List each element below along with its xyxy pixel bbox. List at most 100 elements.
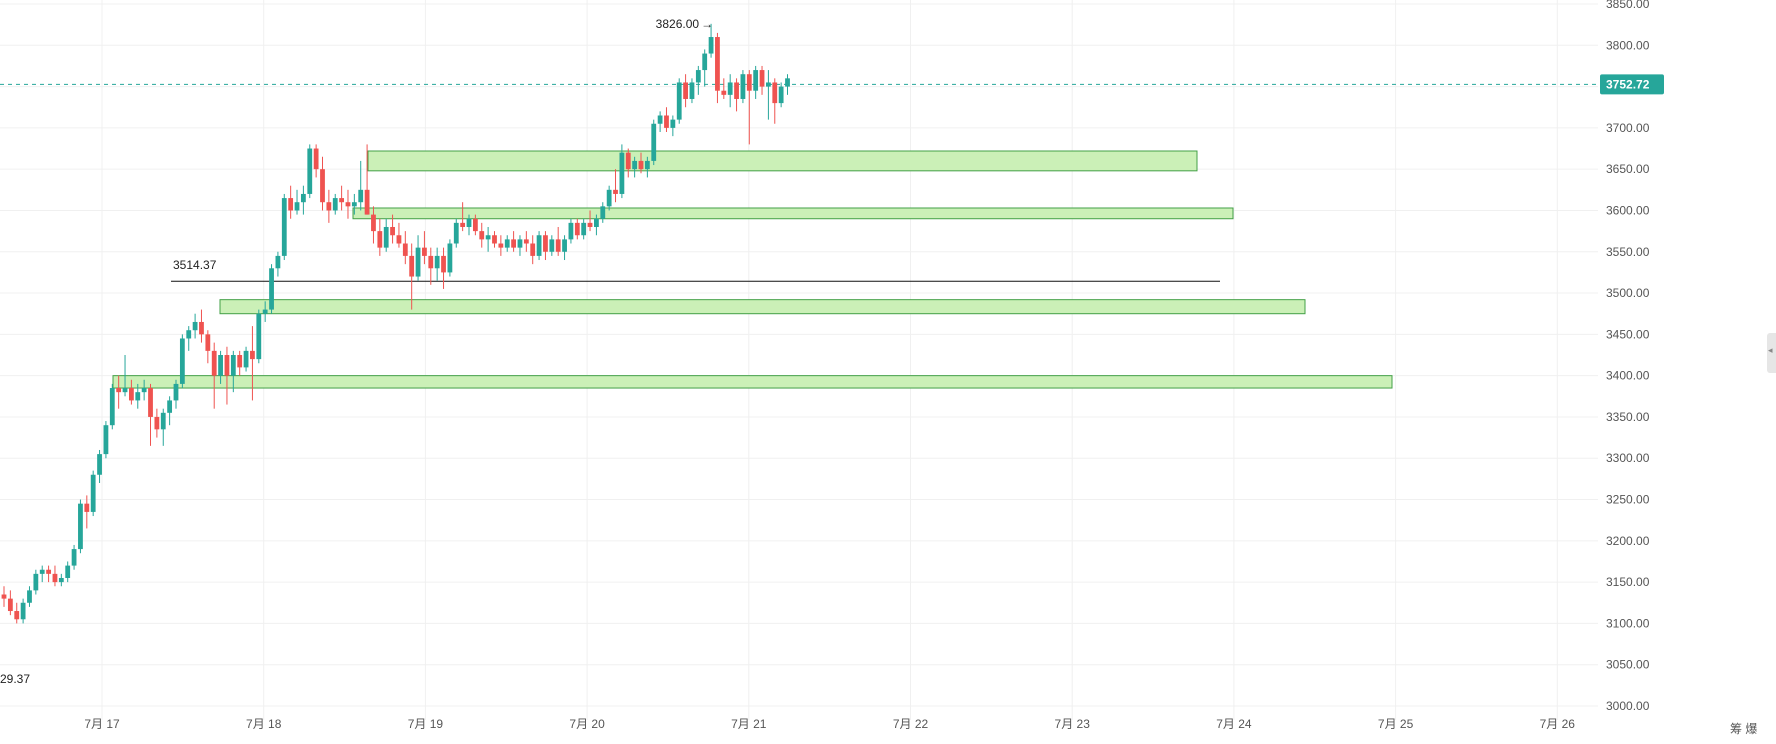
price-tick-label: 3000.00 bbox=[1606, 699, 1650, 713]
candle-body bbox=[778, 86, 784, 104]
time-axis[interactable]: 7月 17 7月 18 7月 19 7月 20 7月 21 7月 22 7月 23 7月 24… bbox=[84, 717, 1575, 731]
time-tick-label: 7月 17 bbox=[84, 717, 120, 731]
candle-body bbox=[536, 235, 542, 256]
candle bbox=[504, 235, 510, 252]
candle bbox=[33, 569, 39, 595]
candles bbox=[1, 23, 790, 624]
candle-body bbox=[574, 222, 580, 236]
candle bbox=[288, 185, 294, 219]
candle-body bbox=[122, 388, 128, 393]
price-tick-label: 3100.00 bbox=[1606, 616, 1650, 630]
candle bbox=[606, 185, 612, 211]
candle-body bbox=[689, 82, 695, 99]
candle-body bbox=[275, 255, 281, 269]
candle bbox=[689, 78, 695, 104]
candle bbox=[326, 189, 332, 223]
candle bbox=[52, 565, 58, 587]
price-axis[interactable]: 3850.003800.003750.003700.003650.003600.… bbox=[1606, 0, 1650, 713]
price-tick-label: 3500.00 bbox=[1606, 286, 1650, 300]
candle bbox=[294, 189, 300, 215]
last-price-tag-box bbox=[1600, 74, 1664, 95]
candle-body bbox=[428, 255, 434, 269]
candle-body bbox=[390, 226, 395, 236]
candle-body bbox=[205, 334, 211, 351]
candle bbox=[434, 247, 440, 281]
candle bbox=[778, 82, 784, 108]
candle-body bbox=[358, 189, 364, 203]
candle-body bbox=[517, 239, 523, 248]
candle bbox=[632, 156, 638, 178]
candle bbox=[351, 193, 357, 215]
candle-body bbox=[415, 247, 421, 277]
candle bbox=[574, 218, 580, 240]
candle-body bbox=[173, 383, 179, 401]
candle bbox=[772, 78, 778, 124]
candle bbox=[734, 78, 739, 112]
time-tick-label: 7月 23 bbox=[1055, 717, 1091, 731]
axis-footer-label[interactable]: 筹 爆 bbox=[1730, 722, 1757, 736]
candle-body bbox=[230, 355, 236, 376]
candle-body bbox=[479, 231, 485, 240]
time-tick-label: 7月 21 bbox=[731, 717, 767, 731]
candle-body bbox=[313, 148, 319, 170]
candle bbox=[695, 65, 701, 95]
annotations: 3514.37 3826.00 → 29.37 bbox=[0, 17, 713, 686]
candle bbox=[186, 326, 192, 351]
candle-body bbox=[740, 74, 746, 99]
candle bbox=[453, 218, 459, 248]
price-tick-label: 3050.00 bbox=[1606, 658, 1650, 672]
time-tick-label: 7月 18 bbox=[246, 717, 282, 731]
candle-body bbox=[211, 350, 217, 376]
candle-body bbox=[109, 388, 115, 426]
level-line-label: 3514.37 bbox=[173, 258, 217, 272]
candle-body bbox=[657, 115, 663, 124]
candle bbox=[148, 383, 153, 446]
collapse-panel-handle[interactable]: ◂ bbox=[1767, 333, 1776, 373]
low-price-label: 29.37 bbox=[0, 672, 30, 686]
candle-body bbox=[129, 388, 134, 401]
candle-body bbox=[1, 594, 7, 599]
candle-body bbox=[695, 70, 701, 83]
candle bbox=[116, 375, 122, 409]
candle-body bbox=[33, 573, 39, 591]
candle-body bbox=[377, 231, 383, 248]
candle-body bbox=[332, 198, 338, 211]
candle-body bbox=[670, 119, 676, 128]
candle bbox=[256, 309, 262, 364]
candle-body bbox=[186, 330, 192, 339]
candle-body bbox=[364, 189, 370, 215]
candle bbox=[97, 449, 102, 484]
candle-body bbox=[46, 569, 51, 574]
candle bbox=[670, 115, 676, 137]
price-level-lines bbox=[0, 83, 1598, 282]
candle bbox=[243, 346, 249, 372]
candle bbox=[543, 231, 548, 261]
candle bbox=[721, 78, 727, 99]
candle-body bbox=[785, 78, 790, 87]
candle bbox=[498, 235, 504, 256]
candle bbox=[422, 231, 427, 265]
candle-body bbox=[103, 425, 109, 455]
candle bbox=[281, 193, 287, 261]
candle-body bbox=[453, 222, 459, 244]
price-tick-label: 3250.00 bbox=[1606, 493, 1650, 507]
candle-body bbox=[638, 160, 644, 170]
candle bbox=[1, 586, 7, 607]
candle bbox=[109, 383, 115, 430]
price-tick-label: 3600.00 bbox=[1606, 203, 1650, 217]
candle-body bbox=[562, 239, 567, 252]
candle-body bbox=[581, 222, 587, 236]
candle bbox=[785, 74, 790, 95]
candle-body bbox=[116, 388, 122, 393]
candle-body bbox=[300, 193, 306, 203]
candle bbox=[377, 218, 383, 256]
candle-body bbox=[345, 202, 351, 207]
candle bbox=[415, 235, 421, 281]
candle bbox=[536, 231, 542, 261]
candle-body bbox=[326, 202, 332, 211]
price-tick-label: 3550.00 bbox=[1606, 245, 1650, 259]
candle-body bbox=[250, 350, 255, 360]
candle-body bbox=[651, 123, 657, 161]
